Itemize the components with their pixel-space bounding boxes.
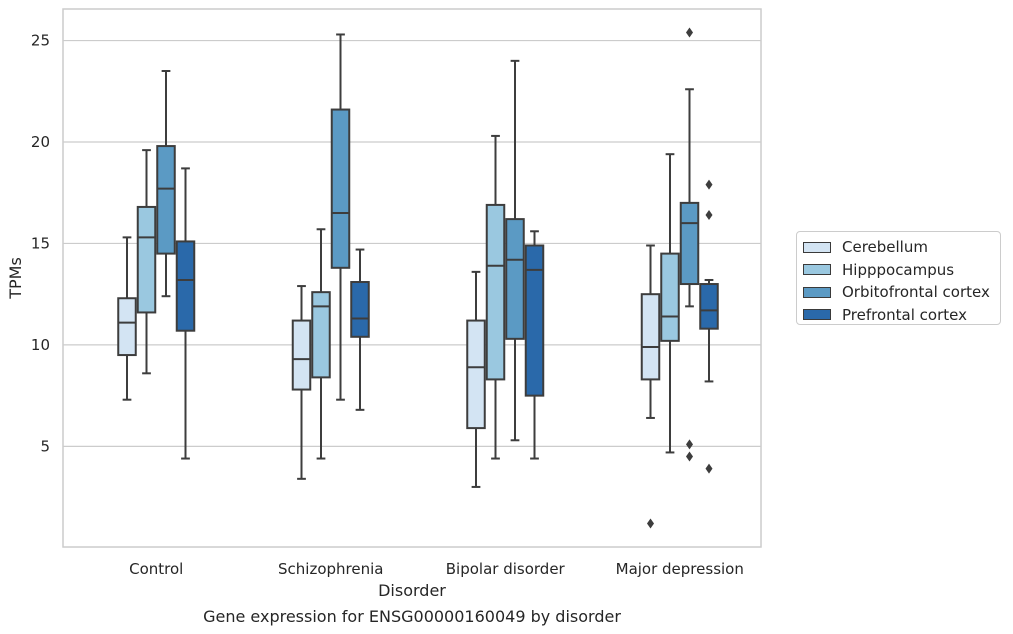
box (699, 283, 719, 330)
x-tick-label: Bipolar disorder (446, 560, 566, 578)
box (350, 281, 370, 338)
box (679, 201, 700, 286)
box (136, 205, 157, 314)
legend-swatch (803, 309, 831, 321)
plot-area (63, 9, 761, 547)
y-tick-label: 25 (31, 32, 50, 50)
box (311, 291, 331, 379)
legend: Cerebellum Hipppocampus Orbitofrontal cort… (796, 231, 1001, 325)
outlier-point (686, 27, 693, 38)
box (485, 203, 506, 381)
chart-title: Gene expression for ENSG00000160049 by d… (203, 607, 621, 626)
y-tick-label: 20 (31, 133, 50, 151)
legend-swatch (803, 264, 831, 276)
x-tick-label: Major depression (616, 560, 744, 578)
box (524, 244, 545, 397)
legend-item: Cerebellum (803, 236, 1000, 259)
outlier-point (705, 210, 713, 221)
box (505, 218, 525, 340)
plot-frame (62, 8, 762, 548)
x-axis-label: Disorder (378, 581, 446, 600)
y-tick-label: 5 (40, 437, 50, 455)
box (117, 297, 137, 357)
legend-label: Cerebellum (842, 238, 928, 257)
legend-label: Orbitofrontal cortex (842, 283, 990, 302)
y-tick-label: 10 (31, 336, 50, 354)
outlier-point (686, 451, 693, 462)
legend-item: Orbitofrontal cortex (803, 281, 1000, 304)
x-tick-label: Control (129, 560, 183, 578)
legend-label: Prefrontal cortex (842, 305, 967, 324)
legend-swatch (803, 241, 831, 253)
legend-item: Prefrontal cortex (803, 304, 1000, 327)
box (466, 319, 486, 430)
legend-item: Hipppocampus (803, 259, 1000, 282)
box (291, 319, 312, 391)
outlier-point (647, 518, 654, 529)
legend-label: Hipppocampus (842, 260, 955, 279)
outlier-point (686, 439, 693, 450)
box (640, 293, 661, 381)
box (175, 240, 196, 332)
legend-swatch (803, 286, 831, 298)
y-tick-label: 15 (31, 234, 50, 252)
box (156, 145, 176, 255)
x-tick-label: Schizophrenia (278, 560, 383, 578)
outlier-point (705, 179, 713, 190)
box (330, 108, 351, 269)
y-axis-label: TPMs (6, 257, 25, 300)
box (660, 252, 680, 342)
outlier-point (705, 463, 713, 474)
